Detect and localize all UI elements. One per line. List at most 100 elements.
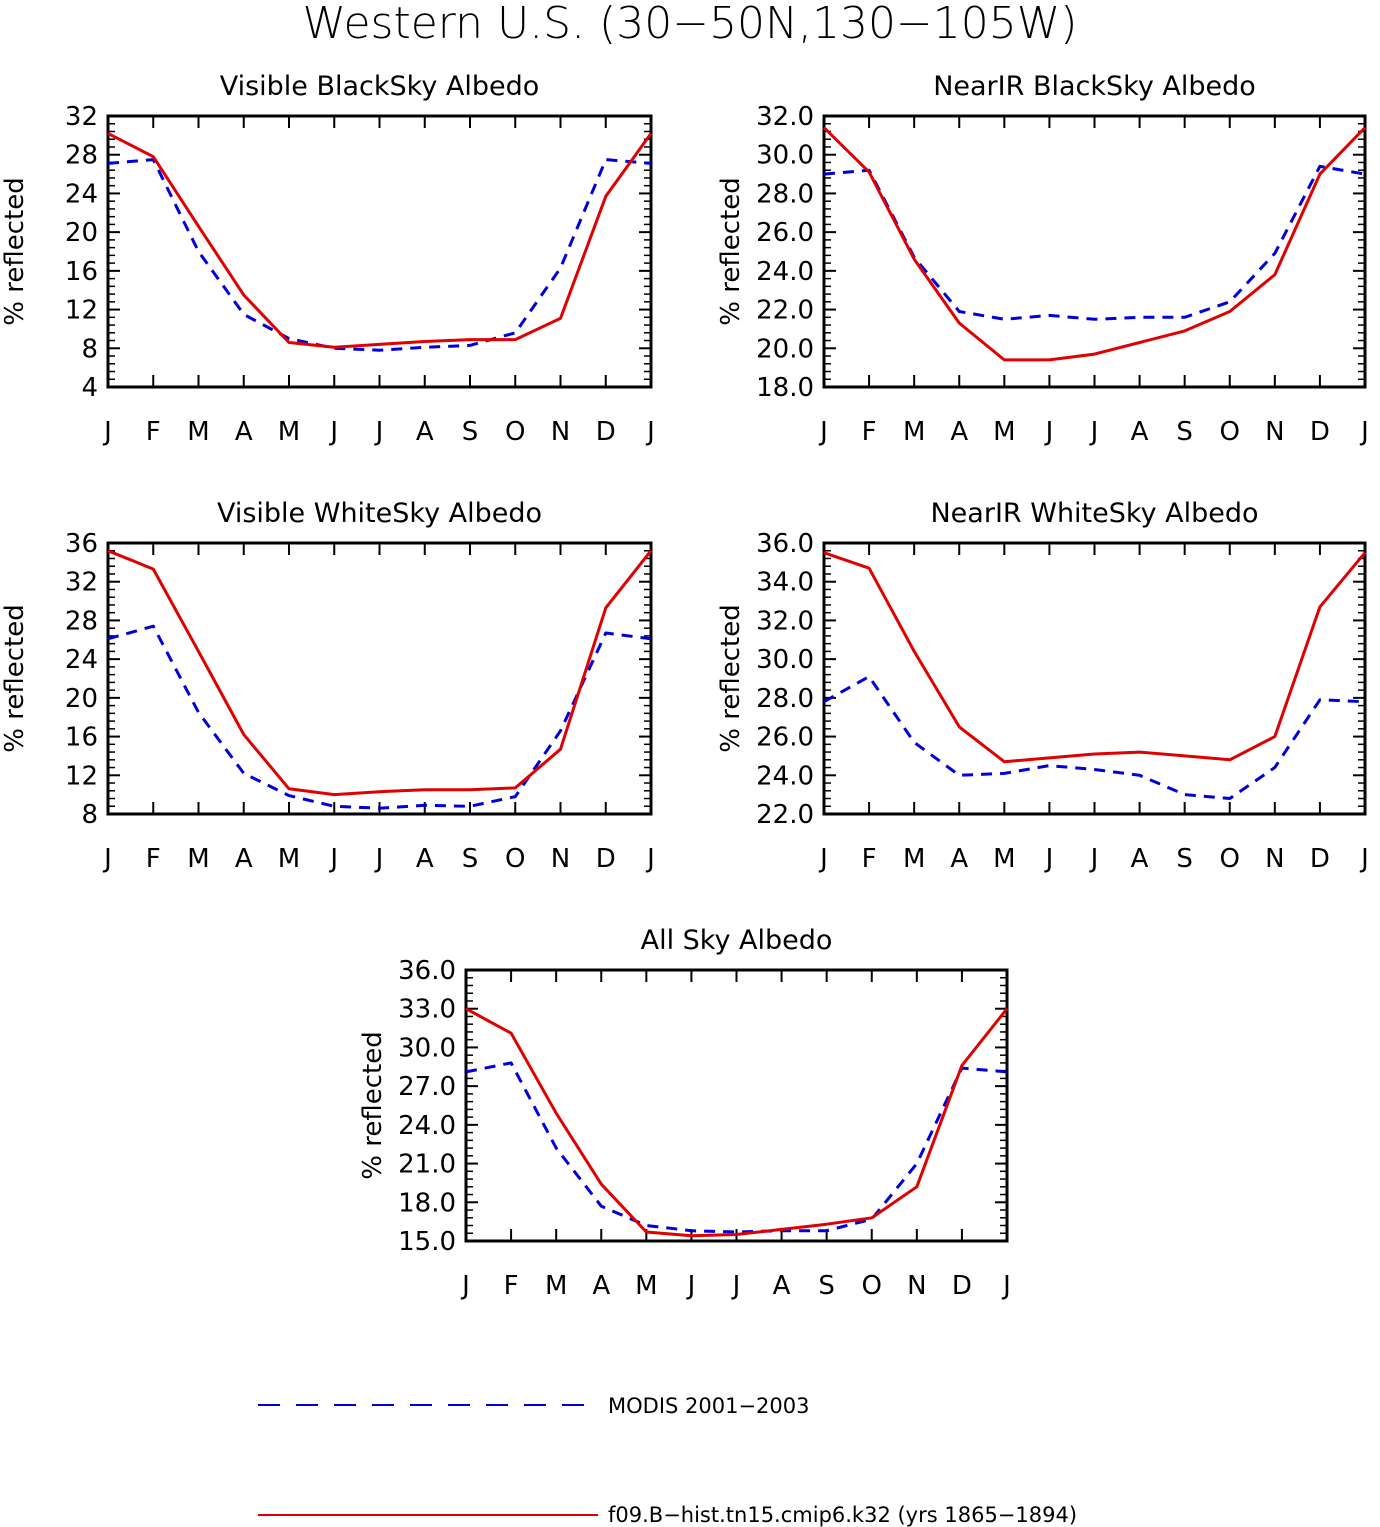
x-tick-label: J xyxy=(328,844,338,874)
x-tick-label: O xyxy=(505,844,525,874)
series-line-modis xyxy=(465,1061,1008,1234)
x-tick-label: J xyxy=(1359,844,1369,874)
series-line-modis xyxy=(107,158,652,352)
y-tick-label: 28 xyxy=(65,606,98,636)
x-tick-label: D xyxy=(952,1271,972,1301)
y-tick-label: 16 xyxy=(65,723,98,753)
series-line-model xyxy=(823,551,1367,764)
y-tick-label: 32.0 xyxy=(756,606,814,636)
x-tick-label: F xyxy=(862,844,877,874)
x-tick-label: N xyxy=(1265,417,1284,447)
y-tick-label: 30.0 xyxy=(398,1033,456,1063)
panel-title: All Sky Albedo xyxy=(641,925,833,956)
series-line-model xyxy=(107,549,653,797)
y-tick-label: 22.0 xyxy=(756,296,814,326)
y-axis-label: % reflected xyxy=(0,604,30,752)
y-tick-label: 8 xyxy=(81,800,98,830)
y-tick-label: 30.0 xyxy=(756,645,814,675)
x-tick-label: J xyxy=(1044,844,1054,874)
x-tick-label: N xyxy=(907,1271,926,1301)
series-line-model xyxy=(822,126,1367,362)
y-tick-label: 18.0 xyxy=(398,1188,456,1218)
x-tick-label: M xyxy=(903,844,925,874)
series-line-modis xyxy=(823,675,1366,800)
x-tick-label: A xyxy=(1131,844,1149,874)
x-tick-label: O xyxy=(862,1271,882,1301)
x-tick-label: F xyxy=(862,417,877,447)
x-tick-label: A xyxy=(773,1271,791,1301)
legend: MODIS 2001−2003 f09.B−hist.tn15.cmip6.k3… xyxy=(258,1394,1077,1527)
x-tick-label: M xyxy=(993,844,1015,874)
y-tick-label: 32 xyxy=(65,568,98,598)
x-tick-label: J xyxy=(1044,417,1054,447)
x-tick-label: J xyxy=(818,844,828,874)
y-tick-label: 36.0 xyxy=(398,956,456,986)
x-tick-label: A xyxy=(950,844,968,874)
y-tick-label: 34.0 xyxy=(756,568,814,598)
x-tick-label: S xyxy=(462,417,479,447)
y-axis-label: % reflected xyxy=(0,177,30,325)
x-tick-label: A xyxy=(416,844,434,874)
x-tick-label: A xyxy=(235,844,253,874)
x-tick-label: J xyxy=(818,417,828,447)
y-tick-label: 24 xyxy=(65,179,98,209)
plot-frame xyxy=(822,541,1367,816)
y-tick-label: 12 xyxy=(65,296,98,326)
y-tick-label: 33.0 xyxy=(398,995,456,1025)
y-tick-label: 28.0 xyxy=(756,684,814,714)
x-tick-label: N xyxy=(551,844,570,874)
x-tick-label: A xyxy=(1131,417,1149,447)
y-tick-label: 4 xyxy=(81,373,98,403)
x-tick-label: D xyxy=(596,844,616,874)
y-tick-label: 18.0 xyxy=(756,373,814,403)
panel-title: NearIR WhiteSky Albedo xyxy=(930,498,1258,529)
y-tick-label: 28.0 xyxy=(756,179,814,209)
panel-title: NearIR BlackSky Albedo xyxy=(933,71,1256,102)
y-tick-label: 20 xyxy=(65,684,98,714)
x-tick-label: O xyxy=(1220,417,1240,447)
x-tick-label: M xyxy=(545,1271,567,1301)
y-axis-label: % reflected xyxy=(716,604,746,752)
x-tick-label: J xyxy=(1089,417,1099,447)
y-tick-label: 16 xyxy=(65,257,98,287)
x-tick-label: O xyxy=(1220,844,1240,874)
x-tick-label: M xyxy=(993,417,1015,447)
y-tick-label: 12 xyxy=(65,761,98,791)
x-tick-label: D xyxy=(1310,417,1330,447)
x-tick-label: F xyxy=(146,417,161,447)
panel-title: Visible WhiteSky Albedo xyxy=(217,498,542,529)
y-tick-label: 30.0 xyxy=(756,141,814,171)
x-tick-label: M xyxy=(187,417,209,447)
series-line-model xyxy=(107,132,653,349)
y-tick-label: 24 xyxy=(65,645,98,675)
plot-frame xyxy=(106,541,653,816)
y-tick-label: 24.0 xyxy=(756,761,814,791)
x-tick-label: J xyxy=(1001,1271,1011,1301)
y-tick-label: 24.0 xyxy=(756,257,814,287)
x-tick-label: J xyxy=(460,1271,470,1301)
y-tick-label: 27.0 xyxy=(398,1072,456,1102)
y-tick-label: 24.0 xyxy=(398,1111,456,1141)
x-tick-label: A xyxy=(950,417,968,447)
x-tick-label: J xyxy=(1359,417,1369,447)
plot-frame xyxy=(464,968,1009,1243)
x-tick-label: M xyxy=(187,844,209,874)
x-tick-label: N xyxy=(1265,844,1284,874)
x-tick-label: A xyxy=(235,417,253,447)
y-axis-label: % reflected xyxy=(716,177,746,325)
x-tick-label: J xyxy=(1089,844,1099,874)
legend-model-label: f09.B−hist.tn15.cmip6.k32 (yrs 1865−1894… xyxy=(608,1503,1077,1527)
x-tick-label: J xyxy=(374,417,384,447)
y-tick-label: 20 xyxy=(65,218,98,248)
x-tick-label: N xyxy=(551,417,570,447)
x-tick-label: J xyxy=(102,844,112,874)
x-tick-label: S xyxy=(1176,844,1193,874)
x-tick-label: S xyxy=(818,1271,835,1301)
x-tick-label: F xyxy=(504,1271,519,1301)
y-tick-label: 21.0 xyxy=(398,1150,456,1180)
